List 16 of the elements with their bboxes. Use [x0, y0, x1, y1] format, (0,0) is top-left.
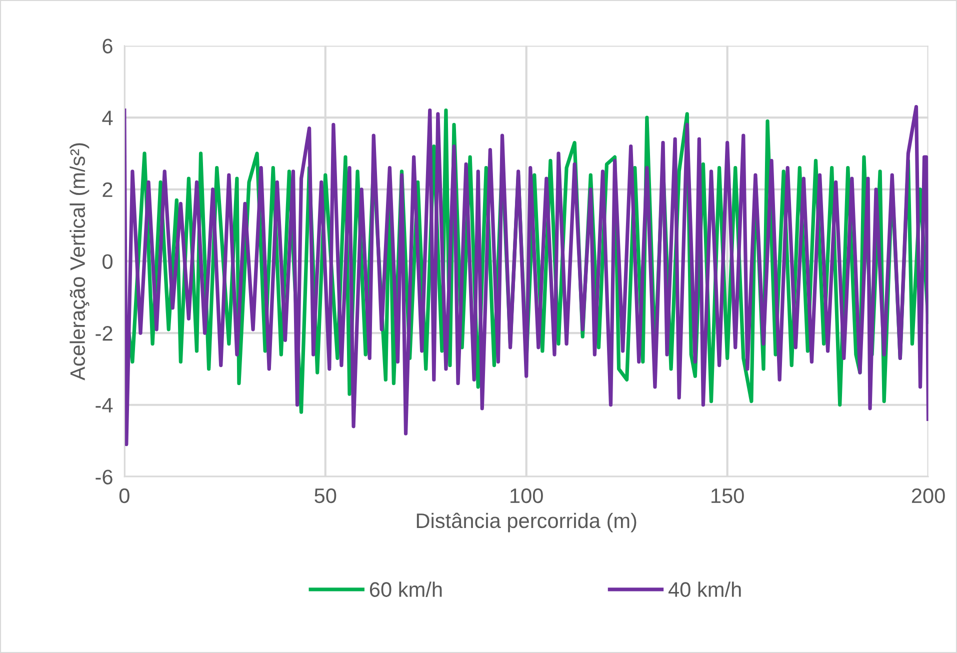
y-axis-title: Aceleração Vertical (m/s²) [70, 143, 90, 380]
y-tick-label: -6 [96, 470, 112, 484]
legend-label: 60 km/h [370, 582, 442, 597]
x-tick-label: 200 [912, 488, 945, 504]
x-tick-label: 100 [510, 488, 543, 504]
x-tick-label: 50 [314, 488, 336, 504]
x-tick-label: 0 [119, 488, 130, 504]
y-tick-label: -2 [96, 326, 112, 341]
x-tick-label: 150 [712, 488, 744, 504]
y-tick-label: 6 [102, 38, 112, 54]
legend-label: 40 km/h [668, 582, 741, 597]
y-tick-label: -4 [96, 398, 113, 412]
y-tick-label: 2 [102, 182, 112, 197]
x-axis-title: Distância percorrida (m) [416, 512, 636, 532]
y-tick-label: 0 [102, 254, 112, 269]
y-tick-label: 4 [102, 110, 113, 126]
